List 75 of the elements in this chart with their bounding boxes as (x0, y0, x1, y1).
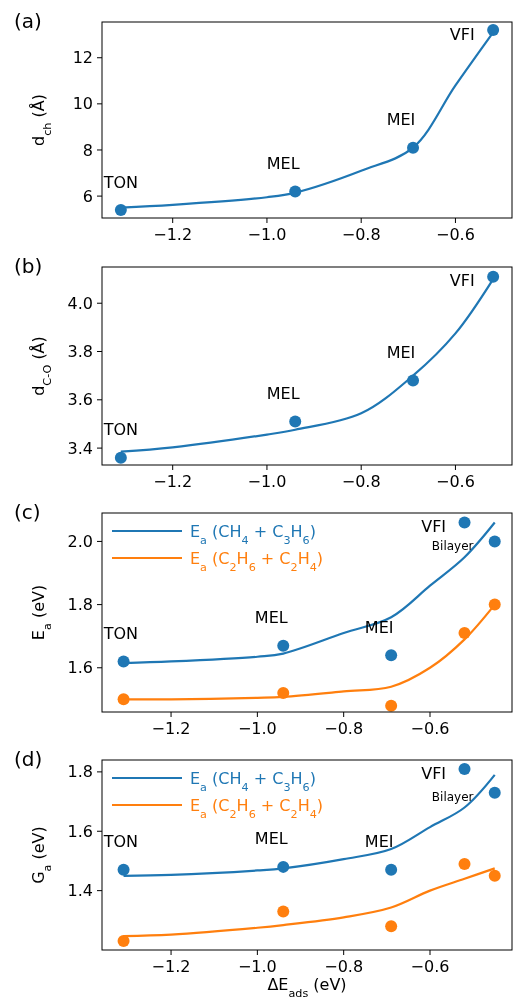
y-tick-label: 1.6 (67, 821, 93, 841)
annotation: VFI (449, 24, 475, 44)
annotation: MEL (266, 384, 300, 404)
x-tick-label: −0.8 (324, 957, 364, 976)
annotation: VFI (421, 763, 447, 783)
point (488, 869, 501, 882)
text: E$_{a}$ (C$_{2}$H$_{6}$ + C$_{2}$H$_{4}$) (190, 549, 324, 574)
annotation: TON (102, 172, 139, 192)
y-tick-label: 8 (82, 140, 93, 160)
point (385, 863, 398, 876)
text: E$_{a}$ (C$_{2}$H$_{6}$ + C$_{2}$H$_{4}$) (190, 796, 324, 821)
x-tick-label: −0.8 (341, 225, 381, 244)
point (488, 786, 501, 799)
chart-title: (a) (14, 9, 42, 33)
annotation: VFI (421, 517, 447, 537)
x-axis-title: ΔE$_{ads}$ (eV) (267, 975, 347, 1000)
y-tick-label: 1.8 (67, 762, 93, 782)
x-tick-label: −0.6 (410, 957, 450, 976)
x-tick-label: −0.6 (436, 472, 475, 491)
annotation: TON (102, 420, 139, 440)
y-tick-label: 3.8 (67, 342, 93, 362)
y-tick-label: 3.4 (67, 438, 93, 458)
annotation: TON (102, 832, 139, 852)
annotation: MEI (386, 110, 416, 130)
point (385, 920, 398, 933)
annotation: VFI (449, 271, 475, 291)
annotation: Bilayer (431, 789, 474, 804)
point (117, 863, 130, 876)
point (487, 270, 500, 283)
chart-title: (d) (14, 747, 43, 771)
point (277, 905, 290, 918)
annotation: TON (102, 624, 139, 644)
y-tick-label: 2.0 (67, 532, 93, 552)
y-tick-label: 6 (82, 186, 93, 206)
chart-title: (c) (14, 500, 41, 524)
point (385, 699, 398, 712)
y-tick-label: 4.0 (67, 293, 93, 313)
y-tick-label: 1.6 (67, 658, 93, 678)
x-tick-label: −1.0 (237, 957, 277, 976)
annotation: MEL (254, 829, 288, 849)
x-tick-label: −1.0 (247, 472, 287, 491)
point (458, 516, 471, 529)
chart-title: (b) (14, 254, 43, 278)
x-tick-label: −1.2 (153, 472, 193, 491)
y-tick-label: 1.8 (67, 595, 93, 615)
x-tick-label: −0.6 (410, 719, 450, 738)
annotation: MEI (386, 343, 416, 363)
point (488, 535, 501, 548)
x-tick-label: −1.2 (153, 225, 193, 244)
text: E$_{a}$ (CH$_{4}$ + C$_{3}$H$_{6}$) (190, 769, 316, 794)
x-tick-label: −1.2 (151, 957, 191, 976)
y-tick-label: 10 (72, 94, 93, 114)
y-tick-label: 3.6 (67, 390, 93, 410)
point (289, 415, 302, 428)
point (458, 762, 471, 775)
x-tick-label: −1.2 (151, 719, 191, 738)
annotation: MEI (364, 617, 394, 637)
x-tick-label: −0.8 (324, 719, 364, 738)
x-tick-label: −0.6 (436, 225, 475, 244)
annotation: Bilayer (431, 538, 474, 553)
text: E$_{a}$ (CH$_{4}$ + C$_{3}$H$_{6}$) (190, 522, 316, 547)
point (114, 451, 127, 464)
x-tick-label: −1.0 (247, 225, 287, 244)
point (458, 857, 471, 870)
point (277, 639, 290, 652)
x-tick-label: −1.0 (237, 719, 277, 738)
annotation: MEI (364, 832, 394, 852)
x-tick-label: −0.8 (341, 472, 381, 491)
point (117, 935, 130, 948)
y-tick-label: 12 (72, 48, 93, 68)
annotation: MEL (254, 608, 288, 628)
annotation: MEL (266, 154, 300, 174)
y-tick-label: 1.4 (67, 881, 93, 901)
point (487, 24, 500, 37)
point (385, 649, 398, 662)
